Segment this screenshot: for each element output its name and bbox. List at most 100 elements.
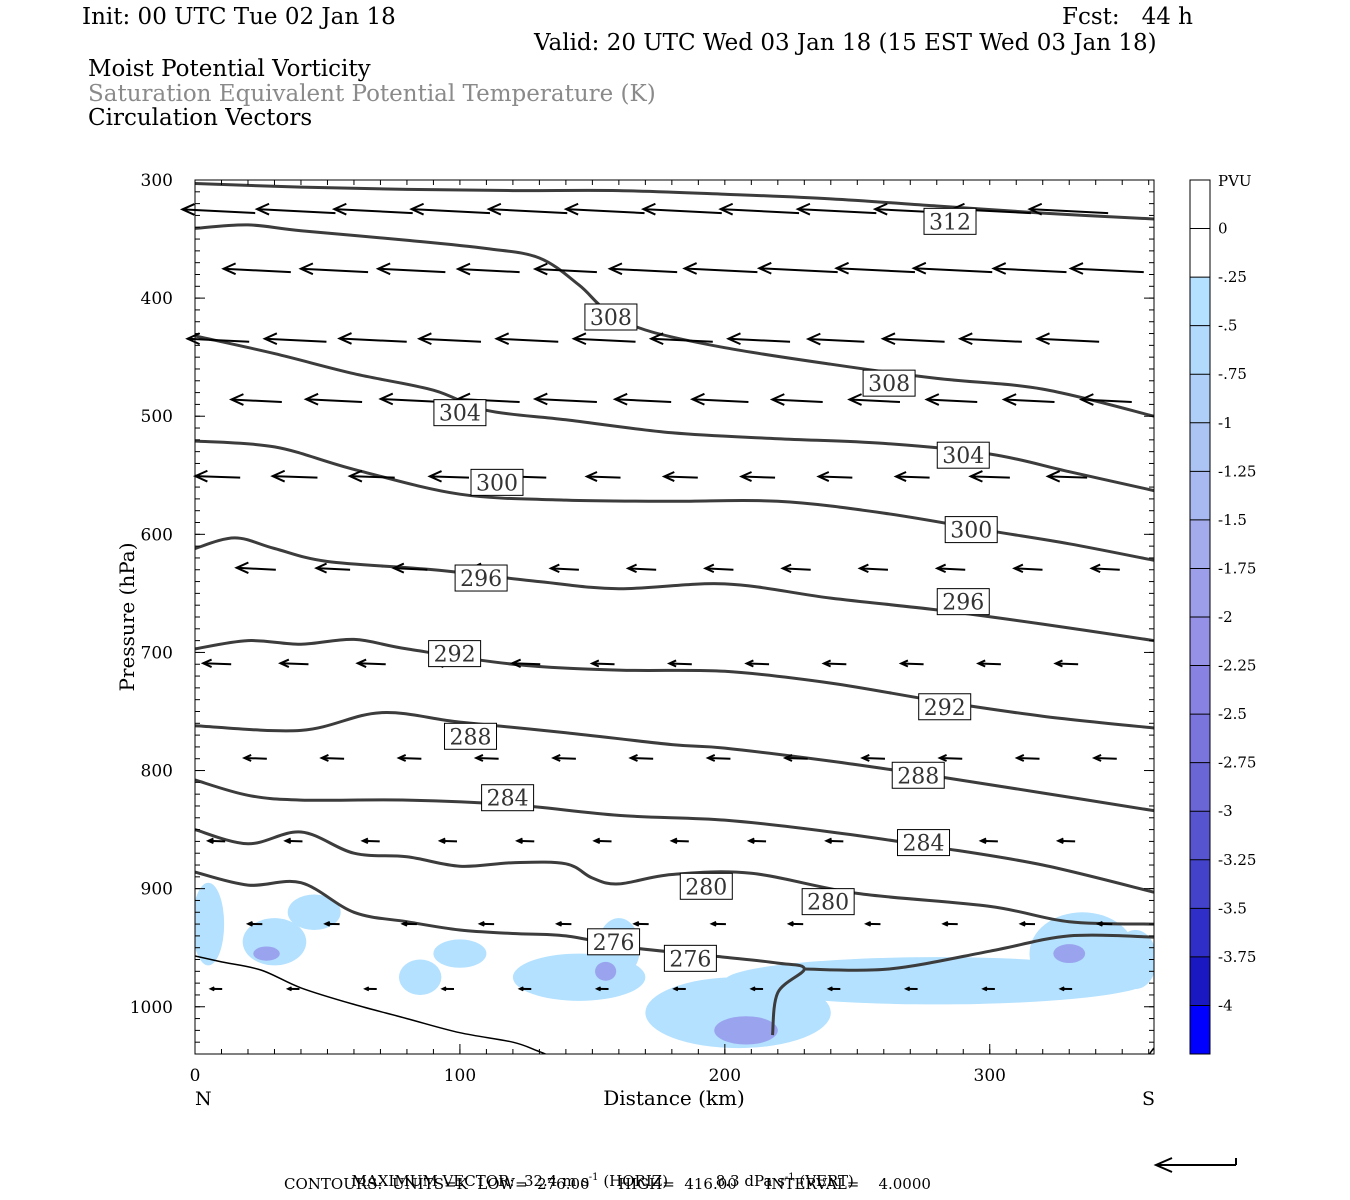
circulation-vector	[669, 837, 689, 845]
contour-label-text: 276	[593, 931, 635, 956]
y-tick-label: 800	[141, 762, 173, 782]
contour-label-text: 300	[950, 519, 992, 544]
init-time: Init: 00 UTC Tue 02 Jan 18	[82, 4, 396, 30]
circulation-vector	[584, 471, 621, 482]
contour-label: 296	[936, 588, 990, 616]
colorbar-swatch	[1190, 956, 1210, 1006]
colorbar-swatch	[1190, 568, 1210, 618]
contour-label-text: 280	[807, 891, 849, 916]
circulation-vector	[607, 262, 678, 276]
theta-es-contour-304	[195, 334, 1154, 493]
circulation-vector	[689, 392, 749, 406]
pv-shade-region	[287, 894, 341, 930]
circulation-vector	[221, 262, 291, 276]
theta-es-contour-284	[195, 778, 1154, 894]
circulation-vector	[347, 469, 395, 483]
circulation-vector	[205, 837, 226, 845]
colorbar-swatch	[1190, 617, 1210, 667]
contour-label-text: 284	[903, 832, 945, 857]
contour-label: 308	[862, 369, 916, 397]
x-axis-title: Distance (km)	[603, 1086, 745, 1110]
circulation-vector	[860, 754, 886, 762]
circulation-vector	[1053, 659, 1079, 668]
field-title-pv: Moist Potential Vorticity	[88, 56, 371, 82]
circulation-vector	[934, 563, 966, 574]
circulation-vector	[941, 921, 958, 927]
circulation-vector	[957, 332, 1022, 346]
vert-exponent: -1	[784, 1172, 795, 1183]
circulation-vector	[702, 563, 734, 574]
contour-label: 304	[936, 441, 990, 469]
circulation-vector	[234, 561, 276, 575]
contour-label-text: 308	[590, 306, 632, 331]
colorbar-label: -1.75	[1218, 559, 1256, 577]
circulation-vector	[1001, 393, 1055, 406]
circulation-vector	[756, 261, 838, 275]
circulation-vector	[278, 658, 309, 669]
pv-shade-core	[714, 1016, 778, 1045]
circulation-vector	[285, 986, 300, 992]
theta-es-contour-300	[195, 439, 1154, 562]
circulation-vector	[826, 986, 841, 992]
contour-label-text: 280	[685, 875, 727, 900]
circulation-vector	[437, 837, 458, 845]
circulation-vector	[682, 262, 758, 275]
colorbar-swatch	[1190, 374, 1210, 424]
circulation-vectors	[179, 202, 1144, 992]
circulation-vector	[978, 837, 998, 845]
colorbar-label: -2.75	[1218, 754, 1256, 772]
colorbar-swatch	[1190, 1005, 1210, 1055]
circulation-vector	[1058, 986, 1073, 992]
colorbar-label: -3	[1218, 802, 1233, 820]
circulation-vector	[473, 754, 499, 762]
circulation-vector	[314, 562, 351, 574]
contour-label: 292	[428, 640, 482, 668]
contour-label-text: 312	[929, 210, 971, 235]
circulation-vector	[924, 393, 978, 406]
circulation-vector	[494, 332, 559, 346]
circulation-vector	[554, 921, 572, 927]
circulation-vector	[744, 659, 770, 668]
theta-es-contour-296	[195, 536, 1154, 643]
circulation-vector	[1014, 754, 1040, 762]
x-tick-label: 100	[444, 1066, 476, 1086]
pv-shade-core	[595, 961, 617, 981]
circulation-vector	[976, 659, 1001, 668]
circulation-vector	[589, 659, 615, 668]
circulation-vector	[805, 332, 865, 346]
circulation-vector	[455, 262, 520, 276]
contour-info: CONTOURS: UNITS=K LOW= 276.00 HIGH= 416.…	[284, 1175, 931, 1193]
circulation-vector	[632, 921, 649, 927]
contour-label: 304	[433, 399, 487, 427]
axes: 0 100 200 300 300 400 500 600 700 800 900 1000	[130, 171, 1154, 1086]
circulation-vector	[319, 754, 345, 762]
colorbar-swatch	[1190, 859, 1210, 909]
valid-time: Valid: 20 UTC Wed 03 Jan 18 (15 EST Wed …	[534, 30, 1157, 56]
terrain-line	[195, 955, 1154, 1054]
colorbar-swatch	[1190, 811, 1210, 861]
horiz-exponent: -1	[588, 1172, 599, 1183]
circulation-vector	[769, 393, 823, 406]
circulation-vector	[323, 921, 340, 927]
circulation-vector	[427, 470, 470, 483]
circulation-vector	[378, 392, 443, 406]
max-vector-label: MAXIMUM VECTOR:	[351, 1172, 515, 1190]
circulation-vector	[303, 392, 363, 406]
contour-label-text: 300	[476, 471, 518, 496]
contour-label: 288	[444, 722, 498, 750]
circulation-vector	[416, 332, 482, 346]
theta-es-contour-308	[195, 223, 1154, 418]
circulation-vector	[200, 658, 232, 669]
field-title-vectors: Circulation Vectors	[88, 105, 313, 131]
circulation-vector	[551, 754, 576, 762]
contour-label: 300	[470, 468, 524, 496]
pv-shade-core	[1053, 944, 1086, 964]
forecast-hour: Fcst: 44 h	[1062, 4, 1193, 30]
circulation-vector	[648, 332, 713, 346]
circulation-vector	[391, 562, 428, 574]
pv-shade-region	[433, 939, 487, 968]
circulation-vector	[375, 262, 446, 276]
circulation-vector	[821, 659, 847, 668]
contour-label: 276	[587, 928, 641, 956]
circulation-vector	[208, 986, 223, 992]
